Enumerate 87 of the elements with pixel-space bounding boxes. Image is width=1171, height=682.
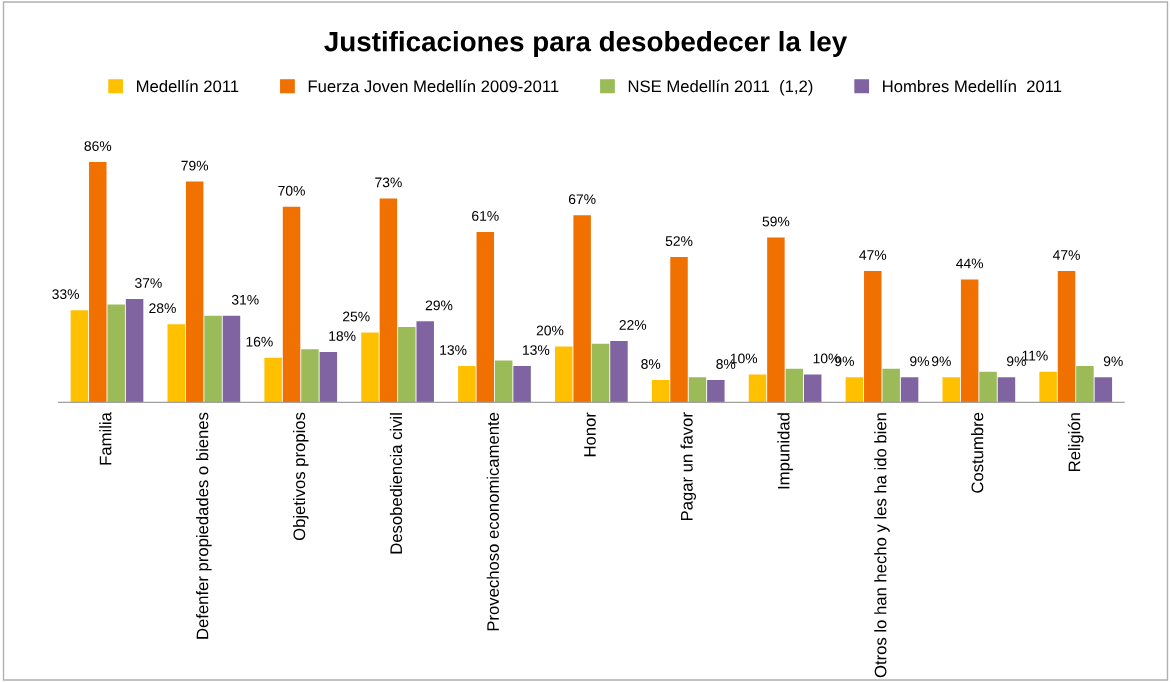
bar <box>361 332 379 403</box>
bar <box>942 377 960 403</box>
data-label: 59% <box>762 216 790 227</box>
data-label: 9% <box>910 356 930 367</box>
legend-label: Fuerza Joven Medellín 2009-2011 <box>308 79 559 93</box>
data-label: 86% <box>84 141 112 151</box>
bar <box>707 380 725 403</box>
data-label: 13% <box>523 345 550 355</box>
bar <box>398 326 416 403</box>
bar <box>222 315 241 403</box>
bar <box>476 231 495 403</box>
bar <box>610 340 628 403</box>
x-tick-label: Impunidad <box>777 413 793 489</box>
bar <box>688 377 707 403</box>
x-tick-label: Honor <box>584 412 596 457</box>
data-label: 47% <box>859 250 887 260</box>
data-label: 37% <box>135 278 162 288</box>
x-tick-label: Pagar un favor <box>680 412 696 521</box>
data-label: 33% <box>52 289 79 300</box>
x-tick-label: Costumbre <box>971 412 984 493</box>
bar <box>651 380 670 403</box>
bar <box>513 366 531 403</box>
bar <box>767 237 785 403</box>
bar <box>670 257 688 403</box>
legend-label: Hombres Medellín 2011 <box>883 79 1062 93</box>
data-label: 28% <box>149 303 176 314</box>
bar <box>494 360 513 403</box>
bar <box>70 310 89 403</box>
data-label: 47% <box>1052 250 1080 260</box>
bar <box>319 352 338 403</box>
bar <box>555 346 573 403</box>
bar <box>960 279 979 403</box>
bar <box>1057 271 1076 403</box>
data-label: 18% <box>329 331 356 341</box>
bar <box>89 162 107 403</box>
bar <box>301 349 319 403</box>
bar <box>882 368 900 403</box>
bar <box>748 374 767 403</box>
data-label: 79% <box>181 160 209 171</box>
bar <box>282 206 301 403</box>
data-label: 67% <box>568 194 596 205</box>
bar <box>204 315 222 403</box>
bar <box>900 377 919 403</box>
data-label: 13% <box>440 345 467 355</box>
data-label: 31% <box>231 294 259 305</box>
bar <box>803 374 822 403</box>
bar <box>1039 371 1057 403</box>
bar <box>979 371 997 403</box>
bar <box>1094 377 1113 403</box>
data-label: 9% <box>1103 356 1123 367</box>
data-label: 44% <box>956 258 984 269</box>
data-label: 70% <box>278 185 305 196</box>
x-tick-label: Religión <box>1067 413 1084 471</box>
bar <box>785 368 804 403</box>
bar <box>845 377 864 403</box>
x-tick-label: Provechoso economicamente <box>486 412 499 631</box>
data-label: 22% <box>619 319 647 330</box>
bar <box>416 321 434 403</box>
data-label: 61% <box>472 211 499 221</box>
chart-title: Justificaciones para desobedecer la ley <box>324 31 848 57</box>
bar <box>379 198 398 403</box>
bar <box>264 357 282 403</box>
bar <box>864 271 882 403</box>
data-label: 73% <box>375 177 402 188</box>
data-label: 9% <box>931 356 951 367</box>
data-label: 16% <box>246 336 273 347</box>
bar <box>997 377 1016 403</box>
data-label: 25% <box>343 311 370 322</box>
bar <box>1076 366 1094 403</box>
data-label: 52% <box>665 236 693 246</box>
bar <box>167 324 185 403</box>
data-label: 20% <box>536 325 564 336</box>
bar <box>573 215 591 403</box>
x-tick-label: Otros lo han hecho y les ha ido bien <box>874 413 890 678</box>
bar <box>591 343 610 403</box>
bar <box>185 181 204 403</box>
x-tick-label: Familia <box>99 412 112 465</box>
legend-label: NSE Medellín 2011 (1,2) <box>628 79 813 96</box>
bar <box>458 366 476 403</box>
bar <box>125 298 144 403</box>
x-tick-label: Desobediencia civil <box>389 413 403 554</box>
data-label: 29% <box>425 300 453 311</box>
legend-label: Medellín 2011 <box>137 79 239 93</box>
bar <box>107 304 125 403</box>
x-tick-label: Defenfer propiedades o bienes <box>196 412 212 639</box>
x-tick-label: Objetivos propios <box>292 412 309 541</box>
data-label: 8% <box>641 359 661 369</box>
